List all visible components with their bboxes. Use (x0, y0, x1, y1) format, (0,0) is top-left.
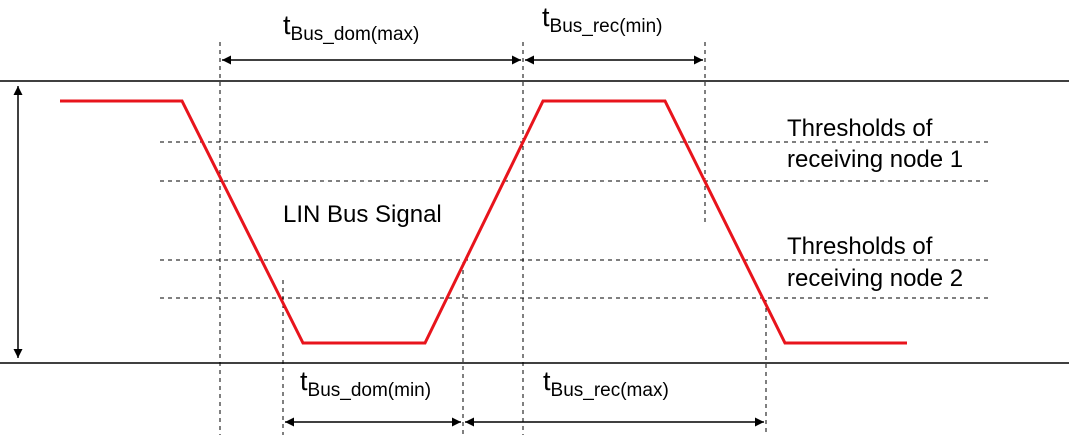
label-t-bus-dom-max: tBus_dom(max) (283, 10, 419, 45)
label-t-bus-dom-min: tBus_dom(min) (300, 366, 431, 401)
signal-name-label: LIN Bus Signal (283, 201, 442, 228)
label-t-bus-rec-max: tBus_rec(max) (543, 366, 669, 401)
lin-bus-signal-waveform (60, 99, 907, 345)
thresholds-node-2 (160, 259, 990, 299)
label-t-bus-rec-min: tBus_rec(min) (542, 2, 663, 37)
node1-threshold-note-line2: receiving node 1 (787, 146, 963, 173)
node2-threshold-note-line1: Thresholds of (787, 233, 933, 260)
timing-arrows (222, 55, 764, 427)
thresholds-node-1 (160, 141, 990, 182)
node2-threshold-note-line2: receiving node 2 (787, 265, 963, 292)
node1-threshold-note-line1: Thresholds of (787, 115, 933, 142)
